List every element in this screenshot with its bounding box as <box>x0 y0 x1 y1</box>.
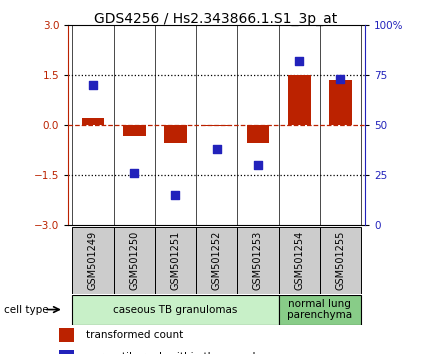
Bar <box>205 125 228 126</box>
Bar <box>123 125 146 136</box>
Bar <box>114 227 155 294</box>
Bar <box>246 125 269 143</box>
Point <box>213 146 220 152</box>
Text: GSM501250: GSM501250 <box>129 230 139 290</box>
Text: GSM501252: GSM501252 <box>212 230 222 290</box>
Bar <box>155 227 196 294</box>
Bar <box>196 227 237 294</box>
Text: caseous TB granulomas: caseous TB granulomas <box>113 304 238 315</box>
Point <box>296 58 303 64</box>
Text: GSM501249: GSM501249 <box>88 230 98 290</box>
Bar <box>59 329 74 342</box>
Bar <box>72 227 114 294</box>
Bar <box>288 75 311 125</box>
Text: GSM501251: GSM501251 <box>170 230 180 290</box>
Text: GSM501255: GSM501255 <box>335 230 345 290</box>
Bar <box>279 295 361 325</box>
Bar <box>237 227 279 294</box>
Text: normal lung
parenchyma: normal lung parenchyma <box>287 299 352 320</box>
Point <box>172 192 179 198</box>
Bar <box>329 80 352 125</box>
Point <box>337 76 344 82</box>
Text: cell type: cell type <box>4 304 49 315</box>
Bar <box>59 350 74 354</box>
Bar <box>164 125 187 143</box>
Point <box>89 82 96 88</box>
Bar <box>279 227 320 294</box>
Text: transformed count: transformed count <box>85 330 183 340</box>
Point <box>131 170 138 176</box>
Point <box>254 162 261 168</box>
Bar <box>320 227 361 294</box>
Text: GDS4256 / Hs2.343866.1.S1_3p_at: GDS4256 / Hs2.343866.1.S1_3p_at <box>94 12 337 27</box>
Bar <box>72 295 279 325</box>
Bar <box>81 118 104 125</box>
Text: GSM501253: GSM501253 <box>253 230 263 290</box>
Text: GSM501254: GSM501254 <box>294 230 304 290</box>
Text: percentile rank within the sample: percentile rank within the sample <box>85 352 261 354</box>
